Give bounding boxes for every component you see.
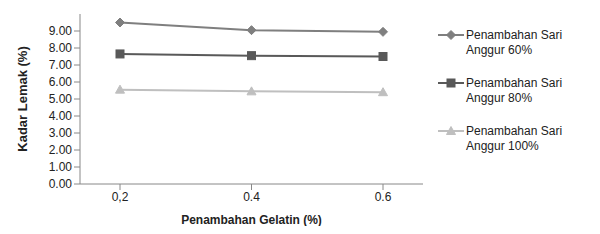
html-text:Penambahan Sari Anggur 100%: Penambahan Sari Anggur 100% <box>466 124 563 153</box>
svg-text:Penambahan Gelatin (%): Penambahan Gelatin (%) <box>181 213 322 226</box>
svg-text:0.4: 0.4 <box>243 190 260 204</box>
svg-text:8.00: 8.00 <box>49 41 73 55</box>
svg-text:2.00: 2.00 <box>49 143 73 157</box>
svg-text:0.6: 0.6 <box>375 190 392 204</box>
svg-text:0,2: 0,2 <box>112 190 129 204</box>
svg-text:6.00: 6.00 <box>49 75 73 89</box>
svg-text:9.00: 9.00 <box>49 24 73 38</box>
html-text:Penambahan Sari Anggur 80%: Penambahan Sari Anggur 80% <box>466 76 563 105</box>
svg-text:0.00: 0.00 <box>49 177 73 191</box>
svg-text:4.00: 4.00 <box>49 109 73 123</box>
svg-text:1.00: 1.00 <box>49 160 73 174</box>
svg-text:7.00: 7.00 <box>49 58 73 72</box>
svg-text:3.00: 3.00 <box>49 126 73 140</box>
svg-text:5.00: 5.00 <box>49 92 73 106</box>
svg-text:Kadar Lemak (%): Kadar Lemak (%) <box>15 46 30 151</box>
html-text:Penambahan Sari Anggur 60%: Penambahan Sari Anggur 60% <box>466 28 563 57</box>
